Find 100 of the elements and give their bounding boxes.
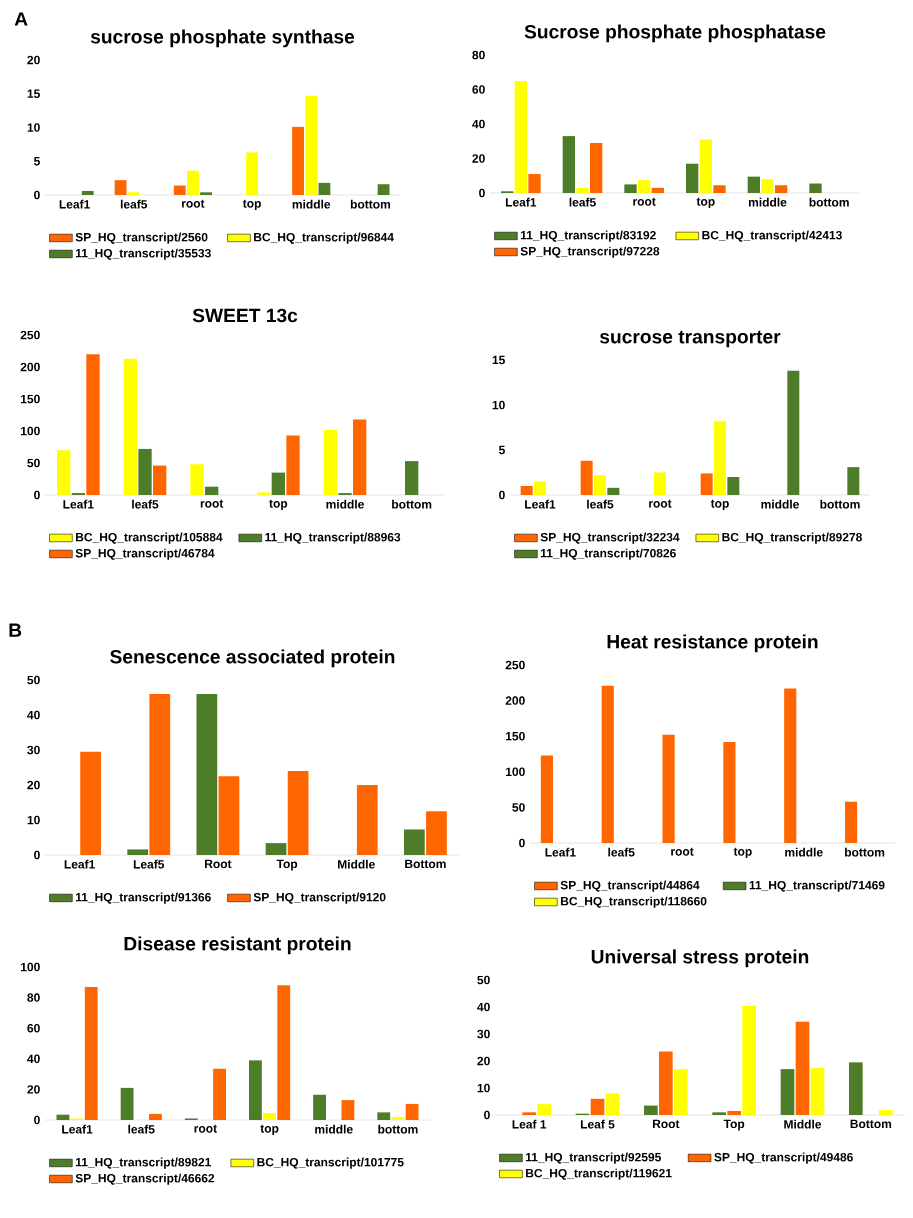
y-tick-label: 50 (477, 975, 490, 985)
x-tick-label: top (269, 499, 288, 511)
bar (218, 776, 240, 856)
x-tick-label: Leaf5 (133, 859, 165, 869)
legend-label: BC_HQ_transcript/105884 (76, 532, 223, 544)
bar (742, 1005, 756, 1116)
x-tick-label: top (696, 197, 715, 209)
x-tick-label: top (242, 199, 261, 211)
bar (601, 685, 614, 844)
x-tick-label: Leaf 5 (580, 1119, 615, 1129)
chart-title: Universal stress protein (591, 949, 809, 968)
bar (810, 1067, 825, 1116)
y-tick-label: 100 (506, 767, 525, 777)
text: A (14, 12, 28, 26)
bar (540, 755, 553, 844)
x-tick-label: middle (315, 1124, 353, 1134)
chart-title: Disease resistant protein (124, 936, 351, 955)
x-tick-label: middle (785, 847, 823, 857)
y-tick-label: 100 (21, 426, 40, 436)
bar (590, 1098, 605, 1116)
bar (80, 751, 101, 856)
y-tick-label: 15 (27, 89, 40, 98)
bar (114, 180, 127, 196)
y-tick-label: 0 (499, 490, 505, 500)
bar (127, 849, 149, 856)
x-tick-label: bottom (392, 499, 432, 509)
y-tick-label: 0 (519, 838, 525, 848)
x-tick-label: Leaf 1 (512, 1119, 547, 1129)
x-tick-label: leaf5 (608, 847, 635, 857)
x-tick-label: Leaf1 (545, 847, 576, 857)
y-tick-label: 0 (34, 190, 40, 200)
x-tick-label: Middle (338, 859, 375, 869)
bar (537, 1104, 551, 1116)
legend-label: SP_HQ_transcript/97228 (520, 246, 660, 258)
x-tick-label: bottom (845, 847, 885, 857)
bar (700, 473, 713, 496)
x-tick-label: Bottom (850, 1119, 892, 1129)
chart-title: Heat resistance protein (607, 634, 818, 653)
bar (562, 136, 575, 194)
bar (120, 1087, 134, 1121)
bar (353, 419, 367, 496)
y-tick-label: 0 (479, 188, 485, 198)
x-tick-label: middle (292, 199, 331, 209)
bar (86, 354, 100, 496)
bar (580, 460, 593, 496)
bar (377, 1112, 391, 1121)
x-tick-label: bottom (820, 499, 860, 509)
x-tick-label: Middle (784, 1119, 822, 1129)
bar (774, 185, 788, 194)
x-tick-label: Leaf1 (505, 197, 537, 207)
y-tick-label: 0 (34, 1115, 40, 1125)
bar (287, 771, 309, 856)
bar (84, 986, 98, 1121)
bar (594, 475, 606, 496)
x-tick-label: bottom (809, 197, 849, 207)
legend-label: 11_HQ_transcript/35533 (75, 248, 211, 260)
y-tick-label: 40 (27, 710, 40, 720)
legend-label: SP_HQ_transcript/9120 (253, 892, 386, 904)
bar (879, 1110, 893, 1116)
x-tick-label: top (260, 1124, 279, 1136)
bar (590, 142, 603, 194)
bar (674, 1069, 688, 1116)
bar (123, 358, 137, 496)
x-tick-label: root (194, 1124, 217, 1133)
y-tick-label: 20 (27, 55, 40, 65)
legend-label: BC_HQ_transcript/96844 (254, 232, 394, 244)
legend-label: SP_HQ_transcript/44864 (560, 880, 700, 892)
x-tick-label: middle (761, 499, 799, 509)
bar (659, 1051, 673, 1116)
bar (153, 465, 167, 496)
bar (847, 467, 860, 496)
bar (686, 163, 699, 194)
bar (761, 179, 774, 194)
bar (723, 741, 736, 844)
legend-label: BC_HQ_transcript/42413 (702, 230, 842, 242)
legend-label: 11_HQ_transcript/89821 (75, 1157, 211, 1169)
y-tick-label: 10 (27, 815, 40, 825)
bar (149, 1113, 162, 1121)
legend-label: SP_HQ_transcript/46784 (75, 548, 215, 560)
bar (727, 1110, 741, 1116)
legend-label: 11_HQ_transcript/91366 (75, 892, 211, 904)
bar (605, 1093, 620, 1116)
y-tick-label: 200 (20, 362, 40, 372)
bar (654, 472, 666, 496)
legend-label: 11_HQ_transcript/88963 (265, 532, 401, 544)
bar (849, 1062, 863, 1116)
legend-label: SP_HQ_transcript/46662 (75, 1173, 215, 1185)
y-tick-label: 20 (27, 1085, 40, 1094)
bar (292, 126, 304, 196)
bar (249, 1060, 262, 1121)
x-tick-label: leaf5 (128, 1124, 155, 1134)
x-tick-label: Leaf1 (59, 199, 90, 209)
y-tick-label: 60 (472, 85, 485, 94)
legend-label: BC_HQ_transcript/119621 (526, 1168, 672, 1180)
bar (809, 183, 822, 194)
y-tick-label: 60 (27, 1023, 40, 1033)
x-tick-label: Leaf1 (64, 859, 95, 869)
x-tick-label: leaf5 (587, 499, 614, 509)
bar (714, 421, 726, 496)
bar (190, 464, 204, 496)
